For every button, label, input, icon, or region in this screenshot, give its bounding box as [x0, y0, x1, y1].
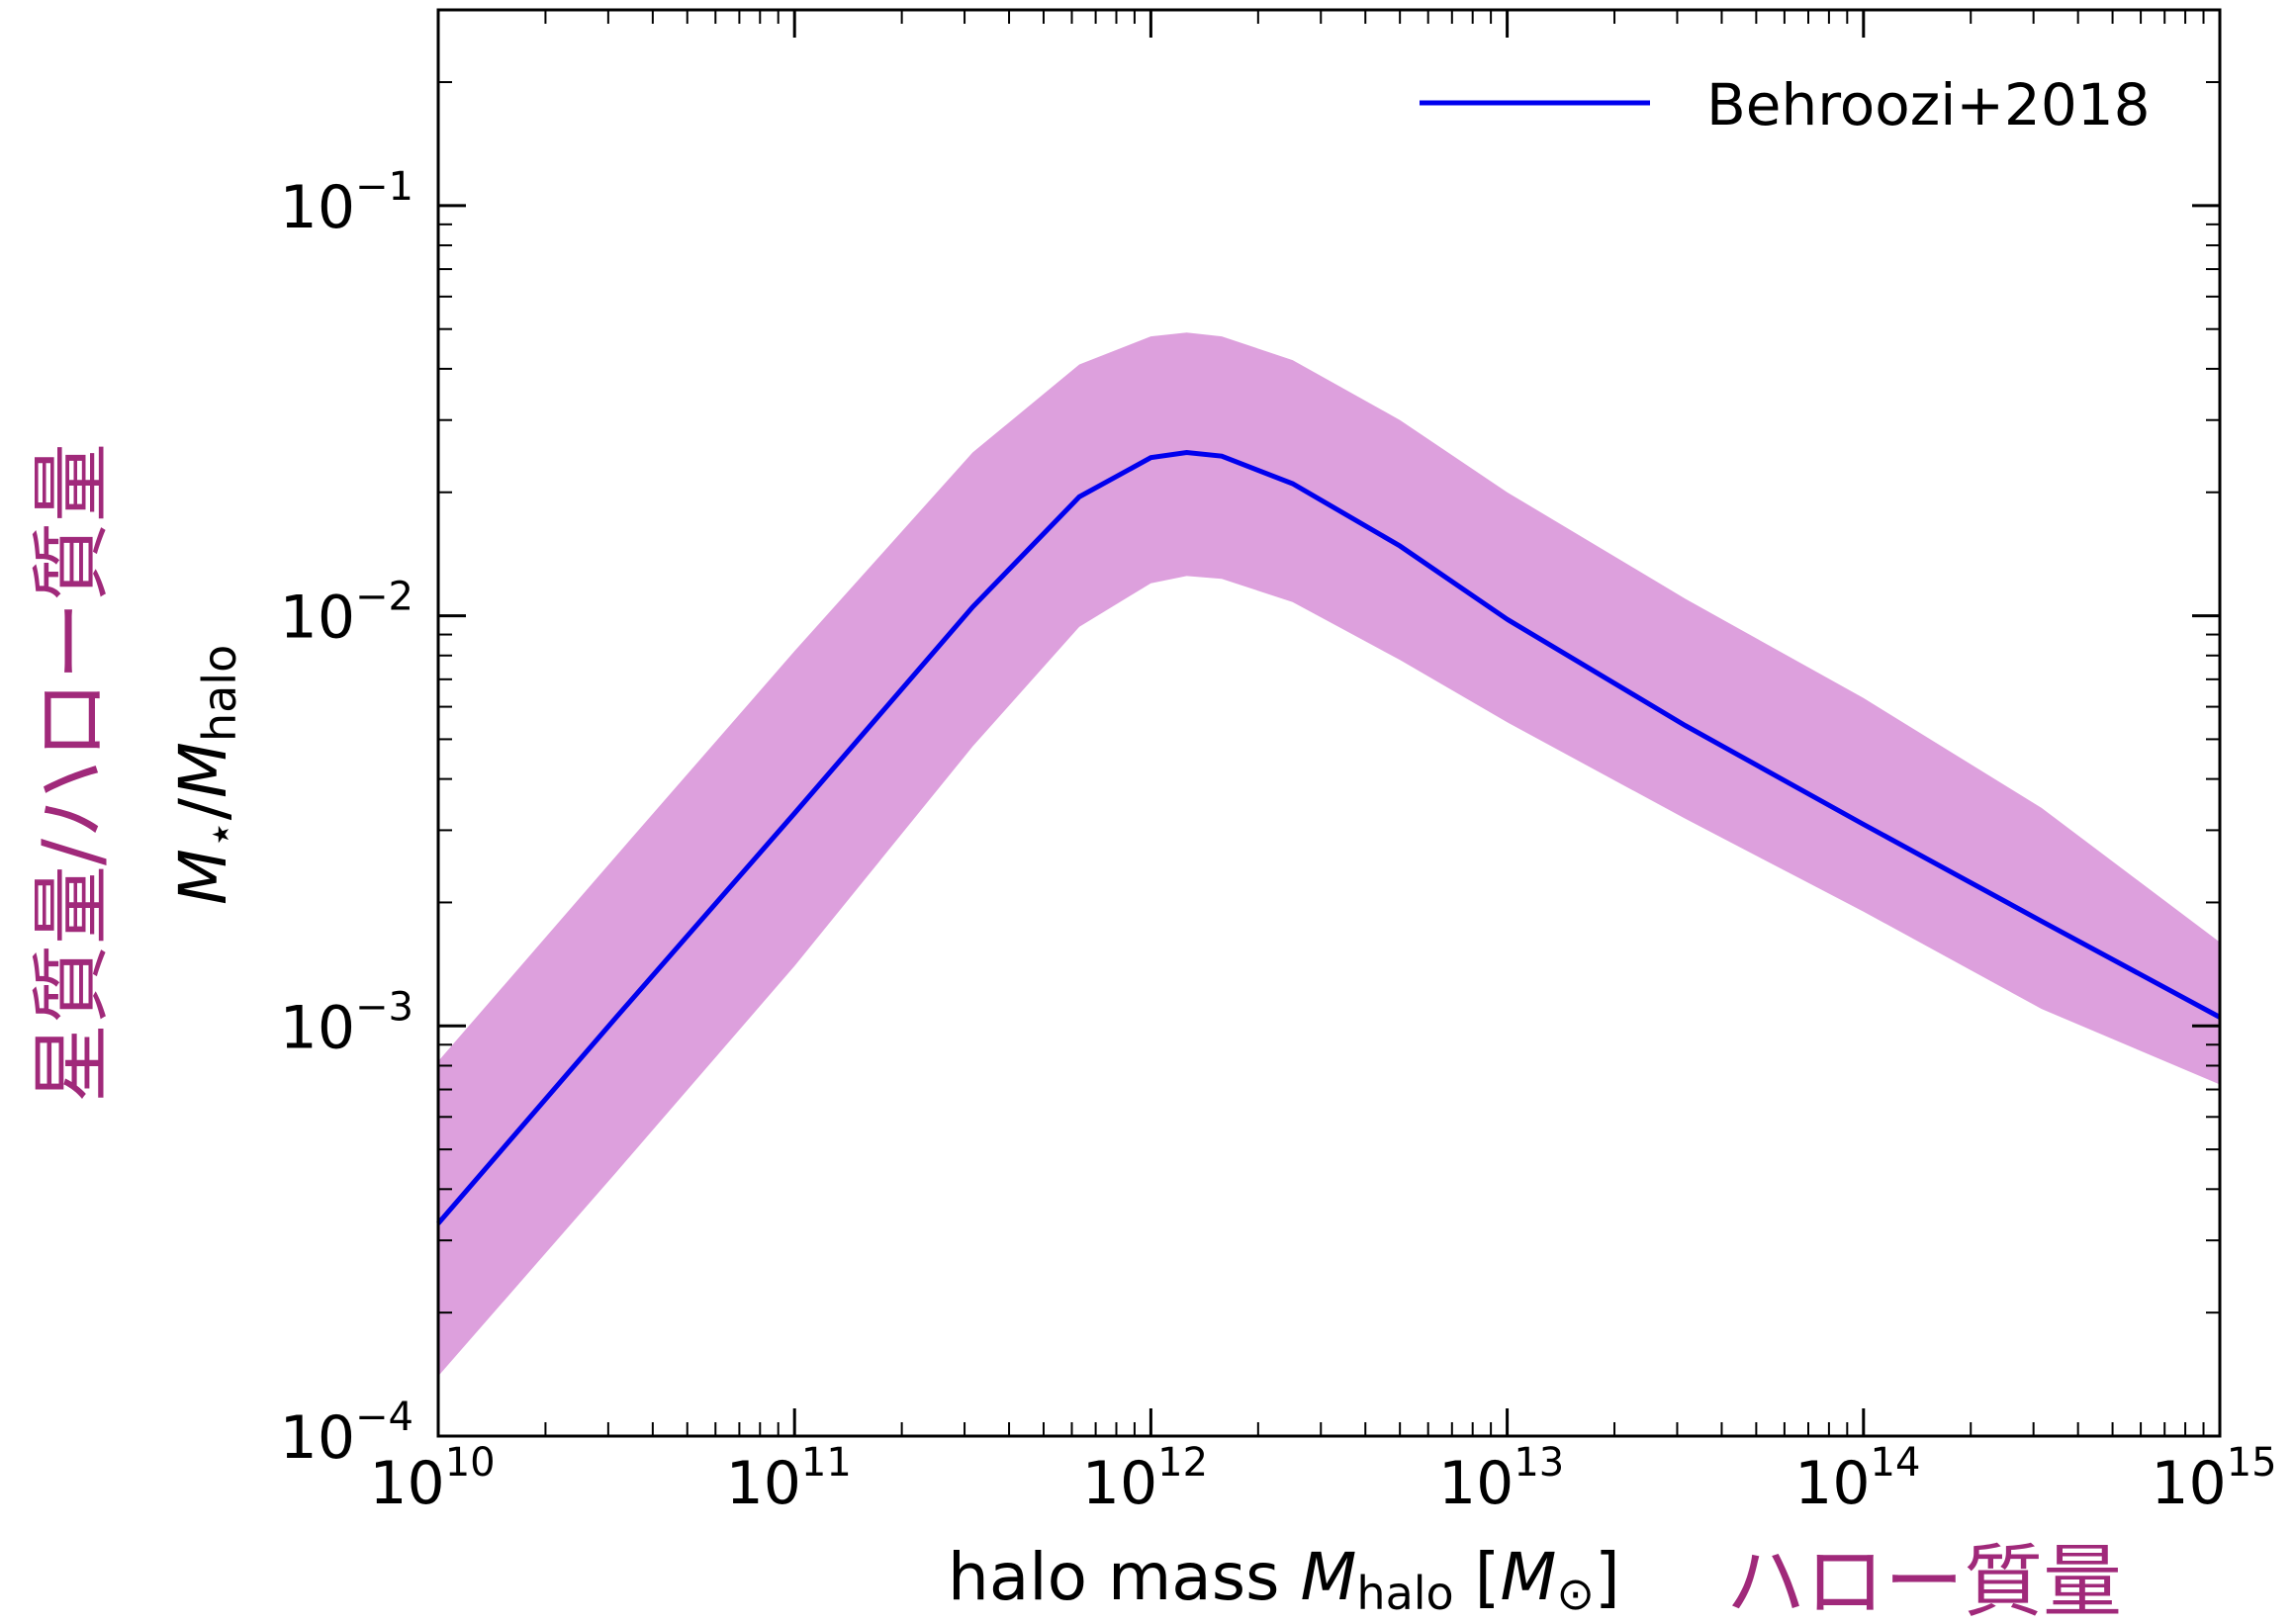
- x-label-prefix: halo mass: [948, 1539, 1300, 1615]
- y-label-subscript-2: halo: [193, 645, 246, 742]
- legend-label-behroozi-2018: Behroozi+2018: [1706, 71, 2151, 138]
- x-label-subscript: halo: [1356, 1567, 1453, 1620]
- x-label-unit-subscript: ⊙: [1556, 1567, 1595, 1620]
- y-axis-label: M⋆/Mhalo: [165, 645, 246, 905]
- plot-area: [436, 332, 2222, 1377]
- y-label-slash: /: [165, 797, 241, 820]
- x-label-bracket-close: ]: [1595, 1539, 1620, 1615]
- x-label-bracket-open: [: [1454, 1539, 1501, 1615]
- x-tick-label: 1013: [1438, 1440, 1564, 1518]
- x-axis-label: halo mass Mhalo [M⊙]: [948, 1539, 1620, 1620]
- y-axis-label-japanese: 星質量/ハロー質量: [26, 443, 118, 1103]
- x-axis-label-japanese: ハロー質量: [1726, 1536, 2122, 1624]
- legend: Behroozi+2018: [1420, 71, 2151, 138]
- series-line-behroozi-2018: [436, 449, 2222, 1225]
- plot-frame: [436, 8, 2222, 1438]
- x-tick-label: 1015: [2151, 1440, 2276, 1518]
- x-label-unit: M: [1500, 1539, 1556, 1615]
- x-tick-label: 1010: [369, 1440, 495, 1518]
- y-label-symbol-2: M: [165, 742, 241, 798]
- x-label-symbol: M: [1300, 1539, 1356, 1615]
- y-label-subscript-1: ⋆: [193, 820, 246, 849]
- x-tick-label: 1014: [1794, 1440, 1920, 1518]
- uncertainty-band: [438, 332, 2220, 1377]
- x-tick-label: 1011: [726, 1440, 852, 1518]
- y-tick-label: 10−2: [280, 575, 413, 653]
- y-tick-label: 10−4: [280, 1395, 413, 1473]
- y-label-symbol-1: M: [165, 849, 241, 905]
- y-tick-label: 10−1: [280, 164, 413, 242]
- x-tick-label: 1012: [1082, 1440, 1208, 1518]
- tick-labels: 1010 1011 1012 1013 1014 1015 10−4 10−3 10−2 10−1: [280, 164, 2277, 1518]
- y-tick-label: 10−3: [280, 984, 413, 1062]
